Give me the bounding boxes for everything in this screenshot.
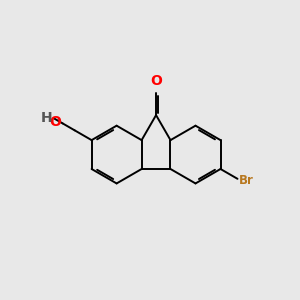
Text: Br: Br (239, 174, 254, 187)
Text: H: H (40, 111, 52, 124)
Text: O: O (49, 116, 61, 130)
Text: O: O (150, 74, 162, 88)
